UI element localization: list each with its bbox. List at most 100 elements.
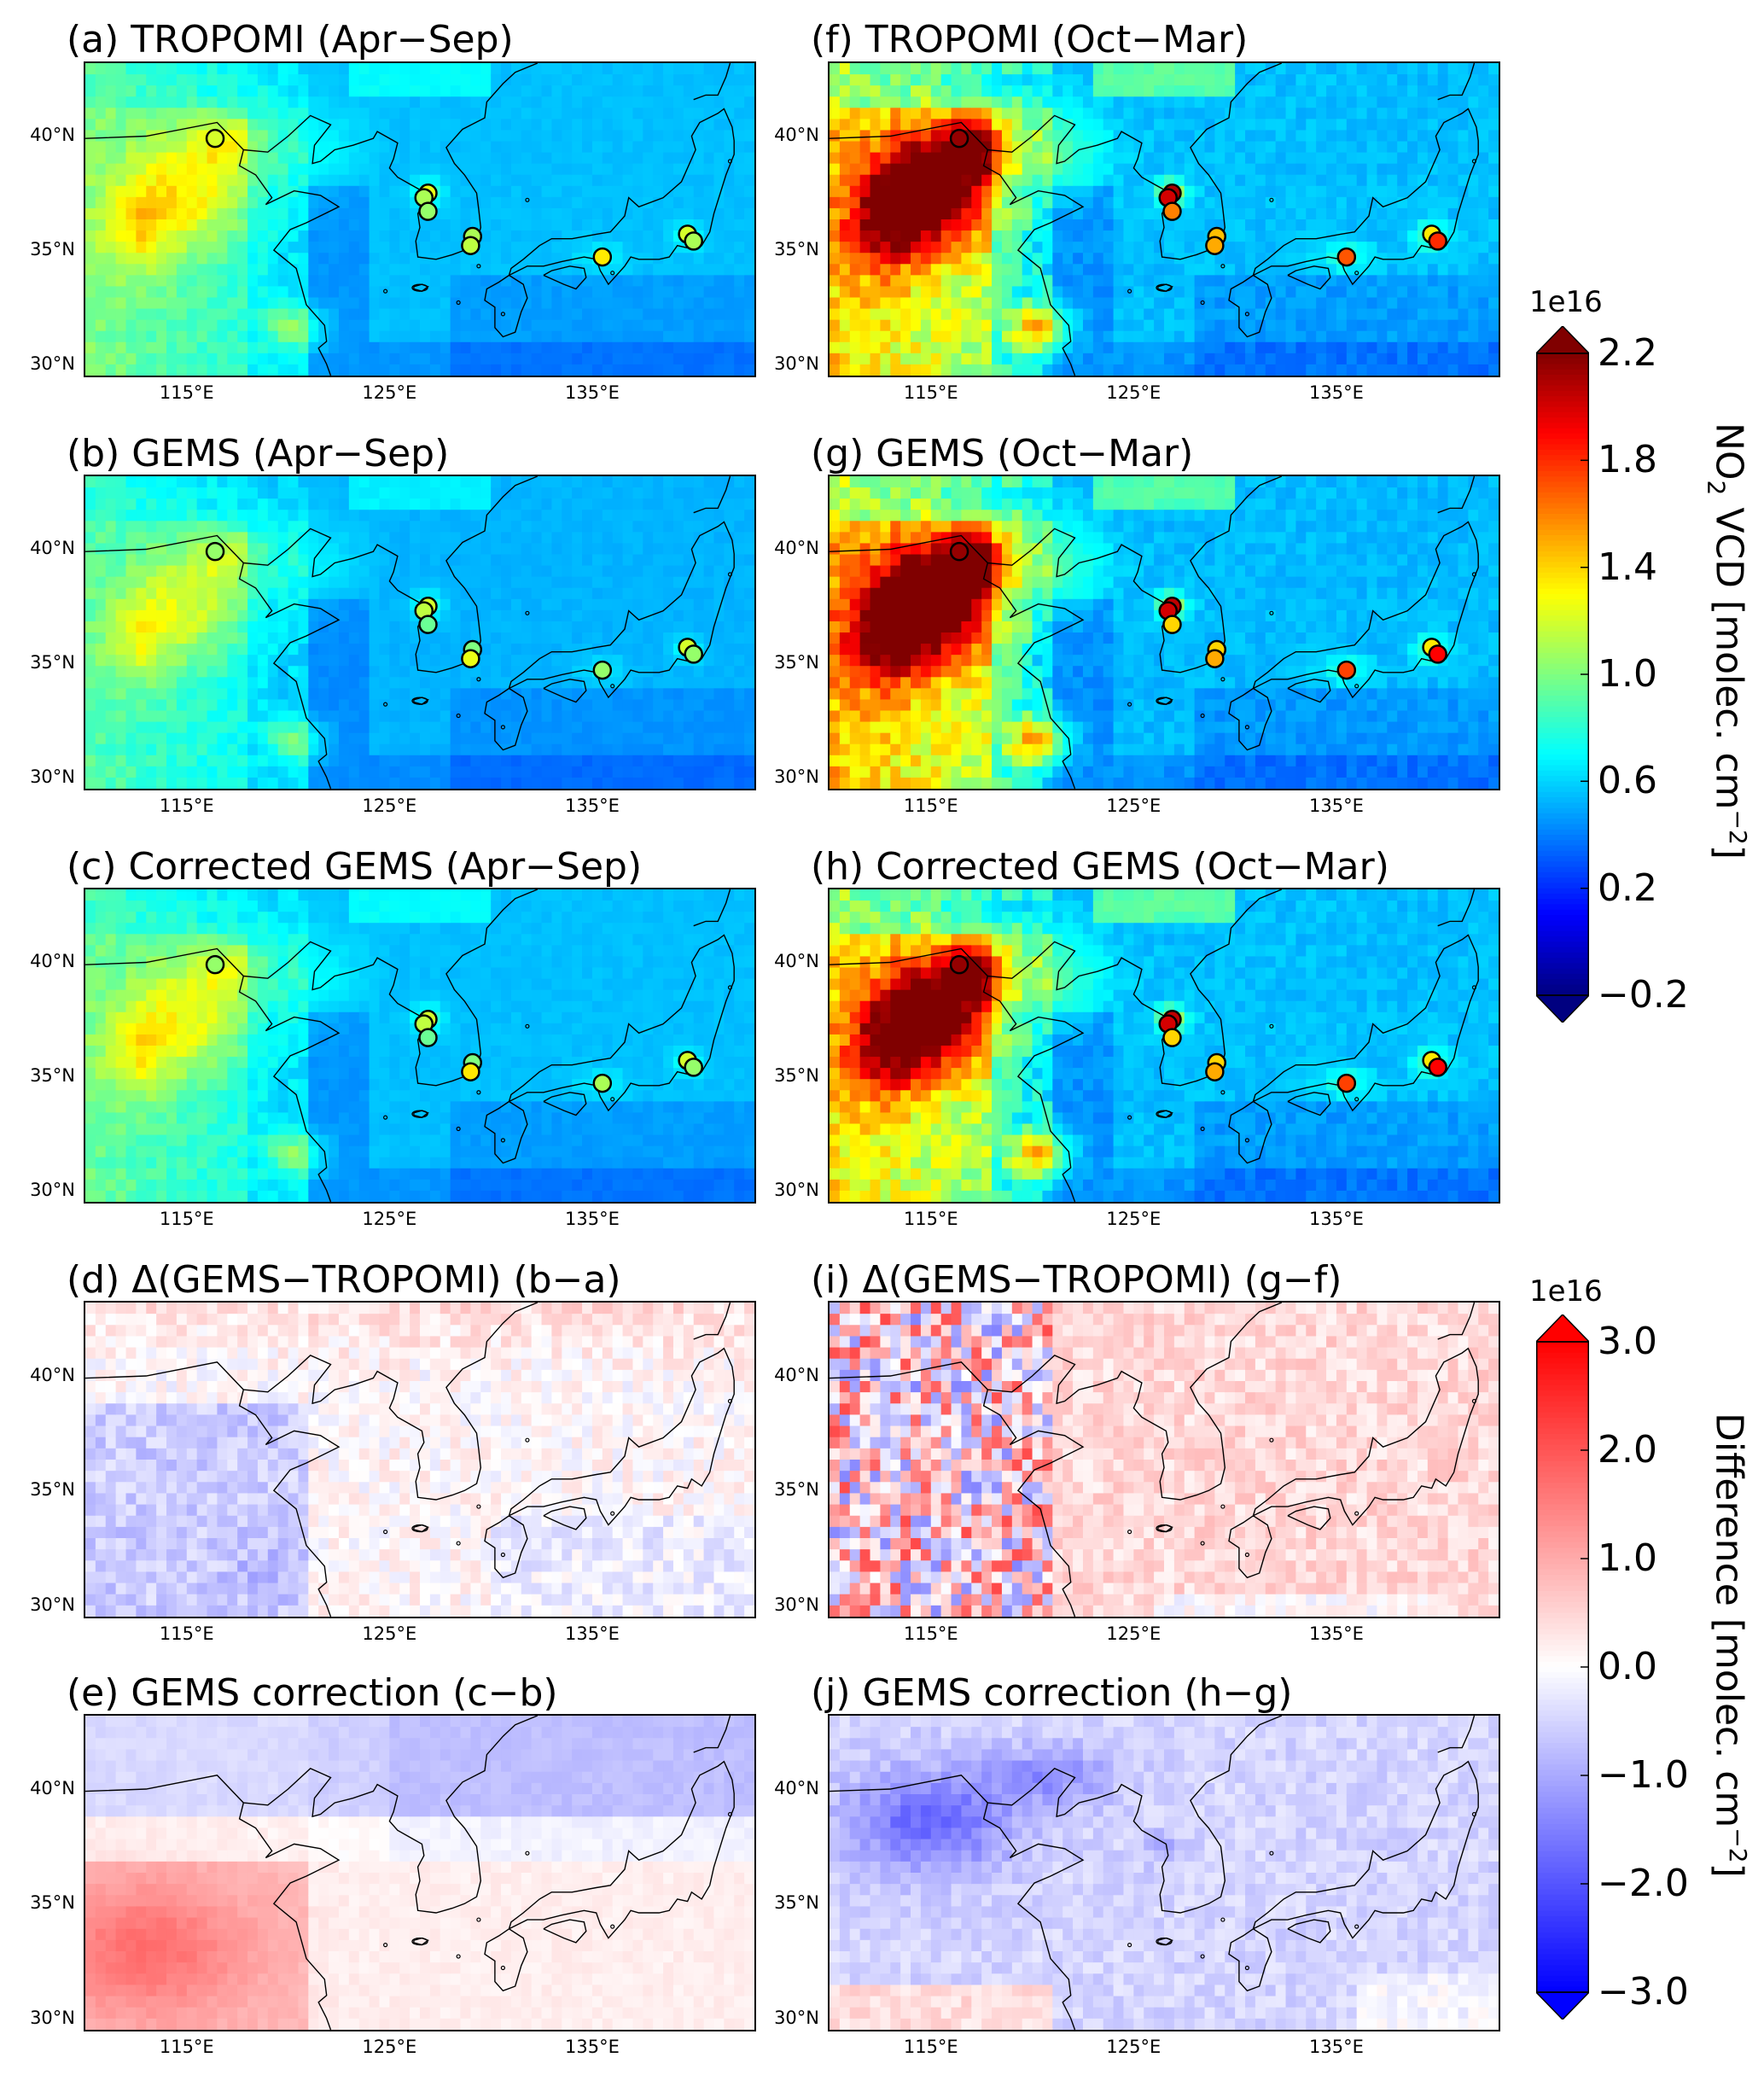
longitude-tick-label: 115°E (903, 2037, 958, 2057)
longitude-tick-label: 135°E (1309, 1623, 1364, 1644)
island-outline (456, 1954, 461, 1959)
panel-title-i: (i) Δ(GEMS−TROPOMI) (g−f) (811, 1258, 1342, 1302)
longitude-tick-label: 115°E (159, 1623, 214, 1644)
longitude-tick-label: 115°E (159, 796, 214, 816)
ground-site-marker (418, 615, 438, 634)
island-outline (456, 1126, 461, 1132)
coastline (1437, 1303, 1476, 1340)
colorbar-tick-label: −2.0 (1598, 1862, 1689, 1905)
map-raster-a (85, 63, 754, 376)
ground-site-marker (949, 954, 969, 975)
island-outline (476, 264, 481, 269)
ground-site-marker (1162, 615, 1182, 634)
map-panel-a (84, 61, 756, 377)
longitude-tick-label: 125°E (1106, 382, 1161, 403)
ground-site-marker (205, 128, 225, 149)
coastline (1228, 1515, 1272, 1579)
map-raster-g (830, 476, 1499, 789)
latitude-tick-label: 35°N (30, 1479, 75, 1501)
panel-title-a: (a) TROPOMI (Apr−Sep) (67, 18, 514, 61)
coastline (1228, 1100, 1272, 1164)
map-panel-b (84, 475, 756, 790)
longitude-tick-label: 135°E (1309, 796, 1364, 816)
ground-site-marker (592, 247, 613, 267)
coastline (1437, 476, 1476, 514)
longitude-tick-label: 135°E (1309, 382, 1364, 403)
colorbar-tick-label: 2.2 (1598, 331, 1657, 375)
longitude-tick-label: 115°E (903, 382, 958, 403)
ground-site-marker (1336, 660, 1357, 680)
latitude-tick-label: 30°N (774, 1594, 819, 1615)
coastline (85, 1775, 341, 2030)
coastline (1437, 63, 1476, 101)
island-outline (1244, 725, 1250, 730)
panel-title-f: (f) TROPOMI (Oct−Mar) (811, 18, 1249, 61)
map-raster-j (830, 1716, 1499, 2030)
island-outline (476, 1504, 481, 1509)
island-outline (525, 1437, 530, 1443)
colorbar-tick-label: 1.0 (1598, 652, 1657, 696)
latitude-tick-label: 30°N (774, 353, 819, 374)
vcd-colorbar-exponent: 1e16 (1529, 285, 1603, 319)
panel-title-b: (b) GEMS (Apr−Sep) (67, 432, 450, 475)
colorbar-extend-max (1536, 326, 1589, 354)
island-outline (1244, 1138, 1250, 1143)
ground-site-marker (684, 231, 703, 251)
ground-site-marker (1205, 236, 1225, 255)
island-outline (476, 677, 481, 682)
colorbar-tick-label: 0.6 (1598, 759, 1657, 803)
latitude-tick-label: 40°N (30, 951, 75, 972)
island-outline (1127, 702, 1132, 707)
latitude-tick-label: 35°N (774, 1479, 819, 1501)
coastline (1228, 1928, 1272, 1992)
coastline (830, 534, 1085, 789)
ground-site-marker (684, 644, 703, 664)
coastline (1287, 1506, 1331, 1530)
longitude-tick-label: 125°E (362, 1623, 417, 1644)
island-outline (1244, 312, 1250, 317)
coastline (85, 534, 341, 789)
latitude-tick-label: 30°N (774, 2007, 819, 2028)
coastline (85, 947, 341, 1202)
island-outline (1220, 1917, 1225, 1922)
map-raster-h (830, 889, 1499, 1202)
coastline (987, 1716, 1283, 1914)
colorbar-tick-label: 1.4 (1598, 545, 1657, 589)
island-outline (610, 1097, 615, 1102)
map-panel-h (828, 888, 1500, 1204)
longitude-tick-label: 135°E (565, 1623, 620, 1644)
island-outline (383, 1115, 388, 1120)
coastline (508, 521, 735, 699)
coastline (830, 121, 1085, 376)
coastline (543, 1919, 587, 1944)
island-outline (1220, 1504, 1225, 1509)
coastline (1228, 274, 1272, 338)
coastline (1252, 1760, 1479, 1939)
longitude-tick-label: 125°E (1106, 796, 1161, 816)
island-outline (500, 312, 506, 317)
ground-site-marker (418, 1028, 438, 1047)
island-outline (727, 159, 733, 164)
coastline (1287, 1919, 1331, 1944)
latitude-tick-label: 30°N (30, 1594, 75, 1615)
island-outline (525, 1023, 530, 1029)
island-outline (1471, 985, 1477, 990)
island-outline (476, 1090, 481, 1095)
ground-site-marker (461, 236, 480, 255)
coastline (543, 1092, 587, 1116)
island-outline (1127, 1115, 1132, 1120)
island-outline (1220, 1090, 1225, 1095)
coastline (1287, 265, 1331, 290)
colorbar-extend-min (1536, 994, 1589, 1023)
ground-site-marker (1428, 644, 1447, 664)
island-outline (1269, 1023, 1274, 1029)
latitude-tick-label: 40°N (30, 538, 75, 559)
ground-site-marker (205, 954, 225, 975)
latitude-tick-label: 40°N (774, 1364, 819, 1385)
latitude-tick-label: 35°N (30, 652, 75, 673)
map-raster-f (830, 63, 1499, 376)
difference-colorbar-exponent: 1e16 (1529, 1274, 1603, 1309)
map-raster-d (85, 1303, 754, 1617)
island-outline (1200, 1126, 1205, 1132)
ground-site-marker (592, 660, 613, 680)
